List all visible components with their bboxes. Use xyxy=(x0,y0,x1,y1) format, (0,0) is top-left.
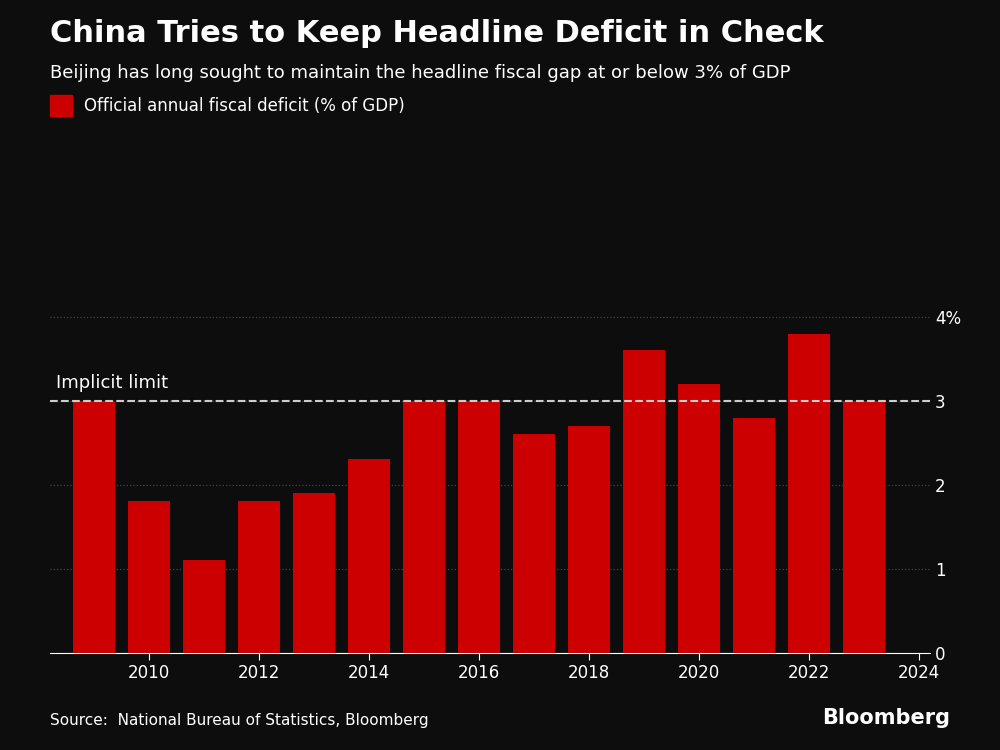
Text: China Tries to Keep Headline Deficit in Check: China Tries to Keep Headline Deficit in … xyxy=(50,19,824,48)
Text: Implicit limit: Implicit limit xyxy=(56,374,168,392)
Text: Bloomberg: Bloomberg xyxy=(822,707,950,728)
Bar xyxy=(513,434,555,652)
Bar xyxy=(623,350,665,652)
Bar xyxy=(183,560,225,652)
Bar xyxy=(843,400,885,652)
Bar xyxy=(73,400,115,652)
Text: Official annual fiscal deficit (% of GDP): Official annual fiscal deficit (% of GDP… xyxy=(84,97,405,115)
Bar xyxy=(678,384,720,652)
Bar xyxy=(128,502,170,652)
Bar xyxy=(458,400,500,652)
Bar xyxy=(293,493,335,652)
Bar xyxy=(788,334,830,652)
Bar xyxy=(238,502,280,652)
Text: Source:  National Bureau of Statistics, Bloomberg: Source: National Bureau of Statistics, B… xyxy=(50,712,429,728)
Bar xyxy=(403,400,445,652)
Text: Beijing has long sought to maintain the headline fiscal gap at or below 3% of GD: Beijing has long sought to maintain the … xyxy=(50,64,790,82)
Bar xyxy=(568,426,610,652)
Bar xyxy=(348,460,390,652)
Bar xyxy=(733,418,775,652)
